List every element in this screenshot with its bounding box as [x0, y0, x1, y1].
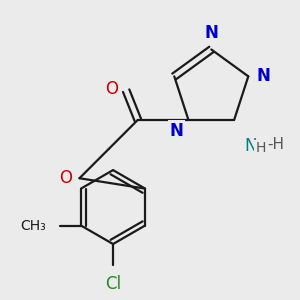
Text: H: H: [256, 141, 266, 155]
Text: -H: -H: [267, 137, 284, 152]
Text: Cl: Cl: [105, 275, 121, 293]
Text: CH₃: CH₃: [20, 219, 46, 232]
Text: O: O: [105, 80, 119, 98]
Text: N: N: [170, 122, 184, 140]
Text: N: N: [244, 137, 256, 155]
Text: O: O: [59, 169, 72, 187]
Text: N: N: [256, 68, 270, 85]
Text: N: N: [204, 24, 218, 42]
